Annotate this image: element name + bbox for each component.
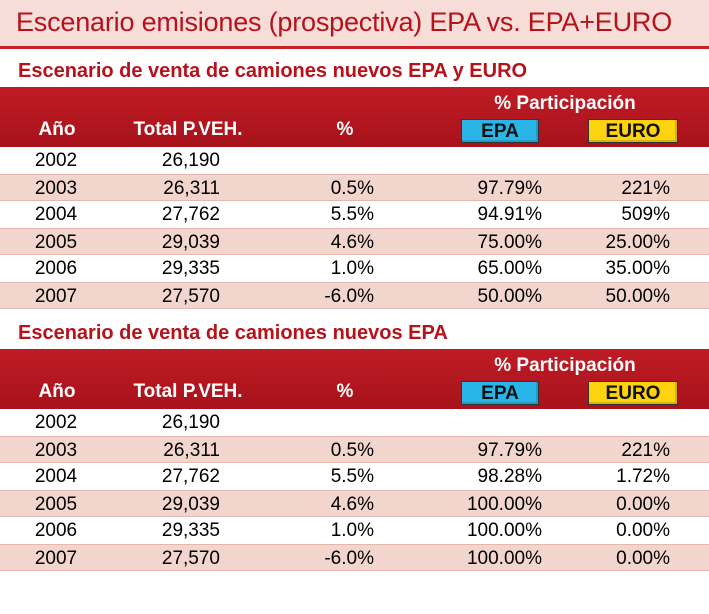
pct-cell: 4.6% bbox=[330, 232, 374, 253]
total-cell: 27,762 bbox=[161, 204, 220, 225]
year-cell: 2002 bbox=[34, 150, 78, 171]
pct-cell: 4.6% bbox=[330, 494, 374, 515]
total-cell: 29,039 bbox=[161, 232, 220, 253]
euro-cell: 25.00% bbox=[605, 232, 670, 253]
total-header: Total P.VEH. bbox=[133, 381, 243, 402]
epa-badge: EPA bbox=[461, 119, 539, 143]
pct-header: % bbox=[336, 381, 354, 402]
year-cell: 2005 bbox=[34, 494, 78, 515]
epa-cell: 98.28% bbox=[477, 466, 542, 487]
epa-cell: 50.00% bbox=[477, 286, 542, 307]
epa-cell: 75.00% bbox=[477, 232, 542, 253]
year-cell: 2006 bbox=[34, 520, 78, 541]
pct-cell: 1.0% bbox=[330, 520, 374, 541]
euro-cell: 221% bbox=[621, 178, 670, 199]
page-title: Escenario emisiones (prospectiva) EPA vs… bbox=[16, 7, 673, 37]
title-bar: Escenario emisiones (prospectiva) EPA vs… bbox=[0, 0, 709, 49]
euro-badge: EURO bbox=[588, 119, 678, 143]
euro-cell: 0.00% bbox=[616, 520, 670, 541]
table-row: 2005 29,039 4.6% 75.00% 25.00% bbox=[0, 228, 709, 255]
year-cell: 2002 bbox=[34, 412, 78, 433]
epa-cell: 97.79% bbox=[477, 440, 542, 461]
year-cell: 2004 bbox=[34, 204, 78, 225]
total-cell: 29,335 bbox=[161, 520, 220, 541]
table-row: 2004 27,762 5.5% 94.91% 509% bbox=[0, 201, 709, 228]
table-row: 2007 27,570 -6.0% 50.00% 50.00% bbox=[0, 282, 709, 309]
year-cell: 2007 bbox=[34, 548, 78, 569]
year-header: Año bbox=[38, 381, 76, 402]
pct-cell: -6.0% bbox=[324, 286, 374, 307]
total-cell: 29,039 bbox=[161, 494, 220, 515]
total-cell: 29,335 bbox=[161, 258, 220, 279]
year-cell: 2005 bbox=[34, 232, 78, 253]
pct-cell: 0.5% bbox=[330, 178, 374, 199]
pct-cell: 0.5% bbox=[330, 440, 374, 461]
euro-cell: 0.00% bbox=[616, 494, 670, 515]
euro-cell: 1.72% bbox=[616, 466, 670, 487]
pct-cell: 5.5% bbox=[330, 204, 374, 225]
epa-cell: 100.00% bbox=[466, 520, 542, 541]
participation-header: % Participación bbox=[494, 93, 636, 114]
total-cell: 26,190 bbox=[161, 412, 220, 433]
total-cell: 26,311 bbox=[163, 440, 220, 461]
total-cell: 26,190 bbox=[161, 150, 220, 171]
pct-header: % bbox=[336, 119, 354, 140]
table-1-header: % Participación Año Total P.VEH. % EPA E… bbox=[0, 87, 709, 147]
epa-cell: 94.91% bbox=[477, 204, 542, 225]
table-row: 2003 26,311 0.5% 97.79% 221% bbox=[0, 436, 709, 463]
euro-badge: EURO bbox=[588, 381, 678, 405]
pct-cell: -6.0% bbox=[324, 548, 374, 569]
table-row: 2004 27,762 5.5% 98.28% 1.72% bbox=[0, 463, 709, 490]
total-header: Total P.VEH. bbox=[133, 119, 243, 140]
epa-cell: 100.00% bbox=[466, 548, 542, 569]
pct-cell: 1.0% bbox=[330, 258, 374, 279]
euro-cell: 221% bbox=[621, 440, 670, 461]
table-row: 2006 29,335 1.0% 65.00% 35.00% bbox=[0, 255, 709, 282]
table-row: 2002 26,190 bbox=[0, 147, 709, 174]
year-cell: 2006 bbox=[34, 258, 78, 279]
epa-cell: 97.79% bbox=[477, 178, 542, 199]
total-cell: 27,762 bbox=[161, 466, 220, 487]
year-cell: 2003 bbox=[34, 178, 78, 199]
table-row: 2006 29,335 1.0% 100.00% 0.00% bbox=[0, 517, 709, 544]
total-cell: 27,570 bbox=[161, 548, 220, 569]
participation-header: % Participación bbox=[494, 355, 636, 376]
epa-cell: 65.00% bbox=[477, 258, 542, 279]
table-row: 2002 26,190 bbox=[0, 409, 709, 436]
epa-badge: EPA bbox=[461, 381, 539, 405]
total-cell: 26,311 bbox=[163, 178, 220, 199]
euro-cell: 0.00% bbox=[616, 548, 670, 569]
table-2-title: Escenario de venta de camiones nuevos EP… bbox=[18, 322, 448, 344]
pct-cell: 5.5% bbox=[330, 466, 374, 487]
total-cell: 27,570 bbox=[161, 286, 220, 307]
year-cell: 2003 bbox=[34, 440, 78, 461]
table-1-title: Escenario de venta de camiones nuevos EP… bbox=[18, 60, 528, 82]
table-row: 2007 27,570 -6.0% 100.00% 0.00% bbox=[0, 544, 709, 571]
table-row: 2005 29,039 4.6% 100.00% 0.00% bbox=[0, 490, 709, 517]
table-2-header: % Participación Año Total P.VEH. % EPA E… bbox=[0, 349, 709, 409]
table-row: 2003 26,311 0.5% 97.79% 221% bbox=[0, 174, 709, 201]
year-cell: 2004 bbox=[34, 466, 78, 487]
year-header: Año bbox=[38, 119, 76, 140]
euro-cell: 50.00% bbox=[605, 286, 670, 307]
euro-cell: 35.00% bbox=[605, 258, 670, 279]
epa-cell: 100.00% bbox=[466, 494, 542, 515]
euro-cell: 509% bbox=[621, 204, 670, 225]
year-cell: 2007 bbox=[34, 286, 78, 307]
